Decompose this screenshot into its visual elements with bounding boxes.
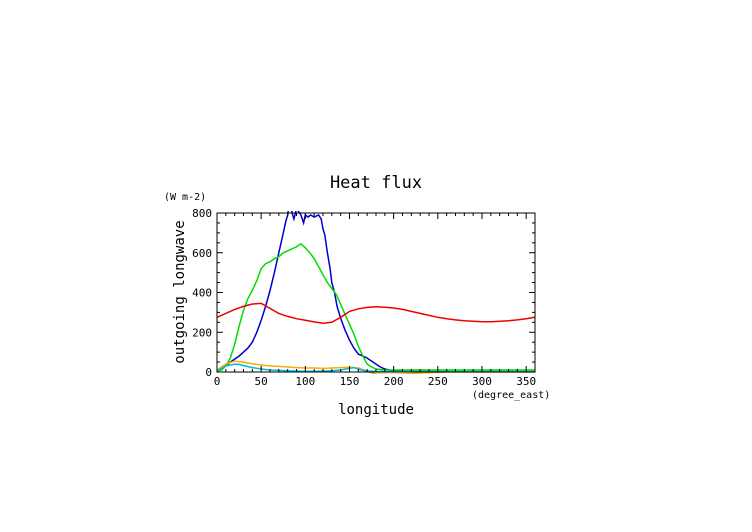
x-tick-label: 350	[516, 375, 536, 388]
x-tick-label: 250	[428, 375, 448, 388]
x-tick-label: 300	[472, 375, 492, 388]
series-line-5	[217, 363, 535, 373]
y-tick-label: 800	[192, 207, 212, 220]
x-axis-label: longitude	[338, 402, 414, 418]
ticks-layer: 0 50 100 150 200 250 300 350 0 200 400 600 800	[192, 207, 536, 388]
series-line-2	[217, 242, 535, 372]
y-tick-label: 600	[192, 247, 212, 260]
y-tick-label: 200	[192, 326, 212, 339]
x-tick-label: 100	[295, 375, 315, 388]
series-layer	[217, 211, 535, 374]
series-line-1	[217, 211, 535, 373]
y-tick-label: 0	[205, 366, 212, 379]
x-units-label: (degree_east)	[472, 390, 550, 401]
y-tick-label: 400	[192, 287, 212, 300]
chart-title: Heat flux	[330, 173, 422, 193]
y-axis-label: outgoing longwave	[172, 220, 188, 363]
plot-frame	[216, 212, 536, 373]
x-tick-label: 50	[255, 375, 268, 388]
x-tick-label: 200	[384, 375, 404, 388]
series-line-3	[217, 302, 535, 325]
x-tick-label: 150	[340, 375, 360, 388]
y-units-label: (W m-2)	[164, 192, 206, 203]
x-tick-label: 0	[214, 375, 221, 388]
